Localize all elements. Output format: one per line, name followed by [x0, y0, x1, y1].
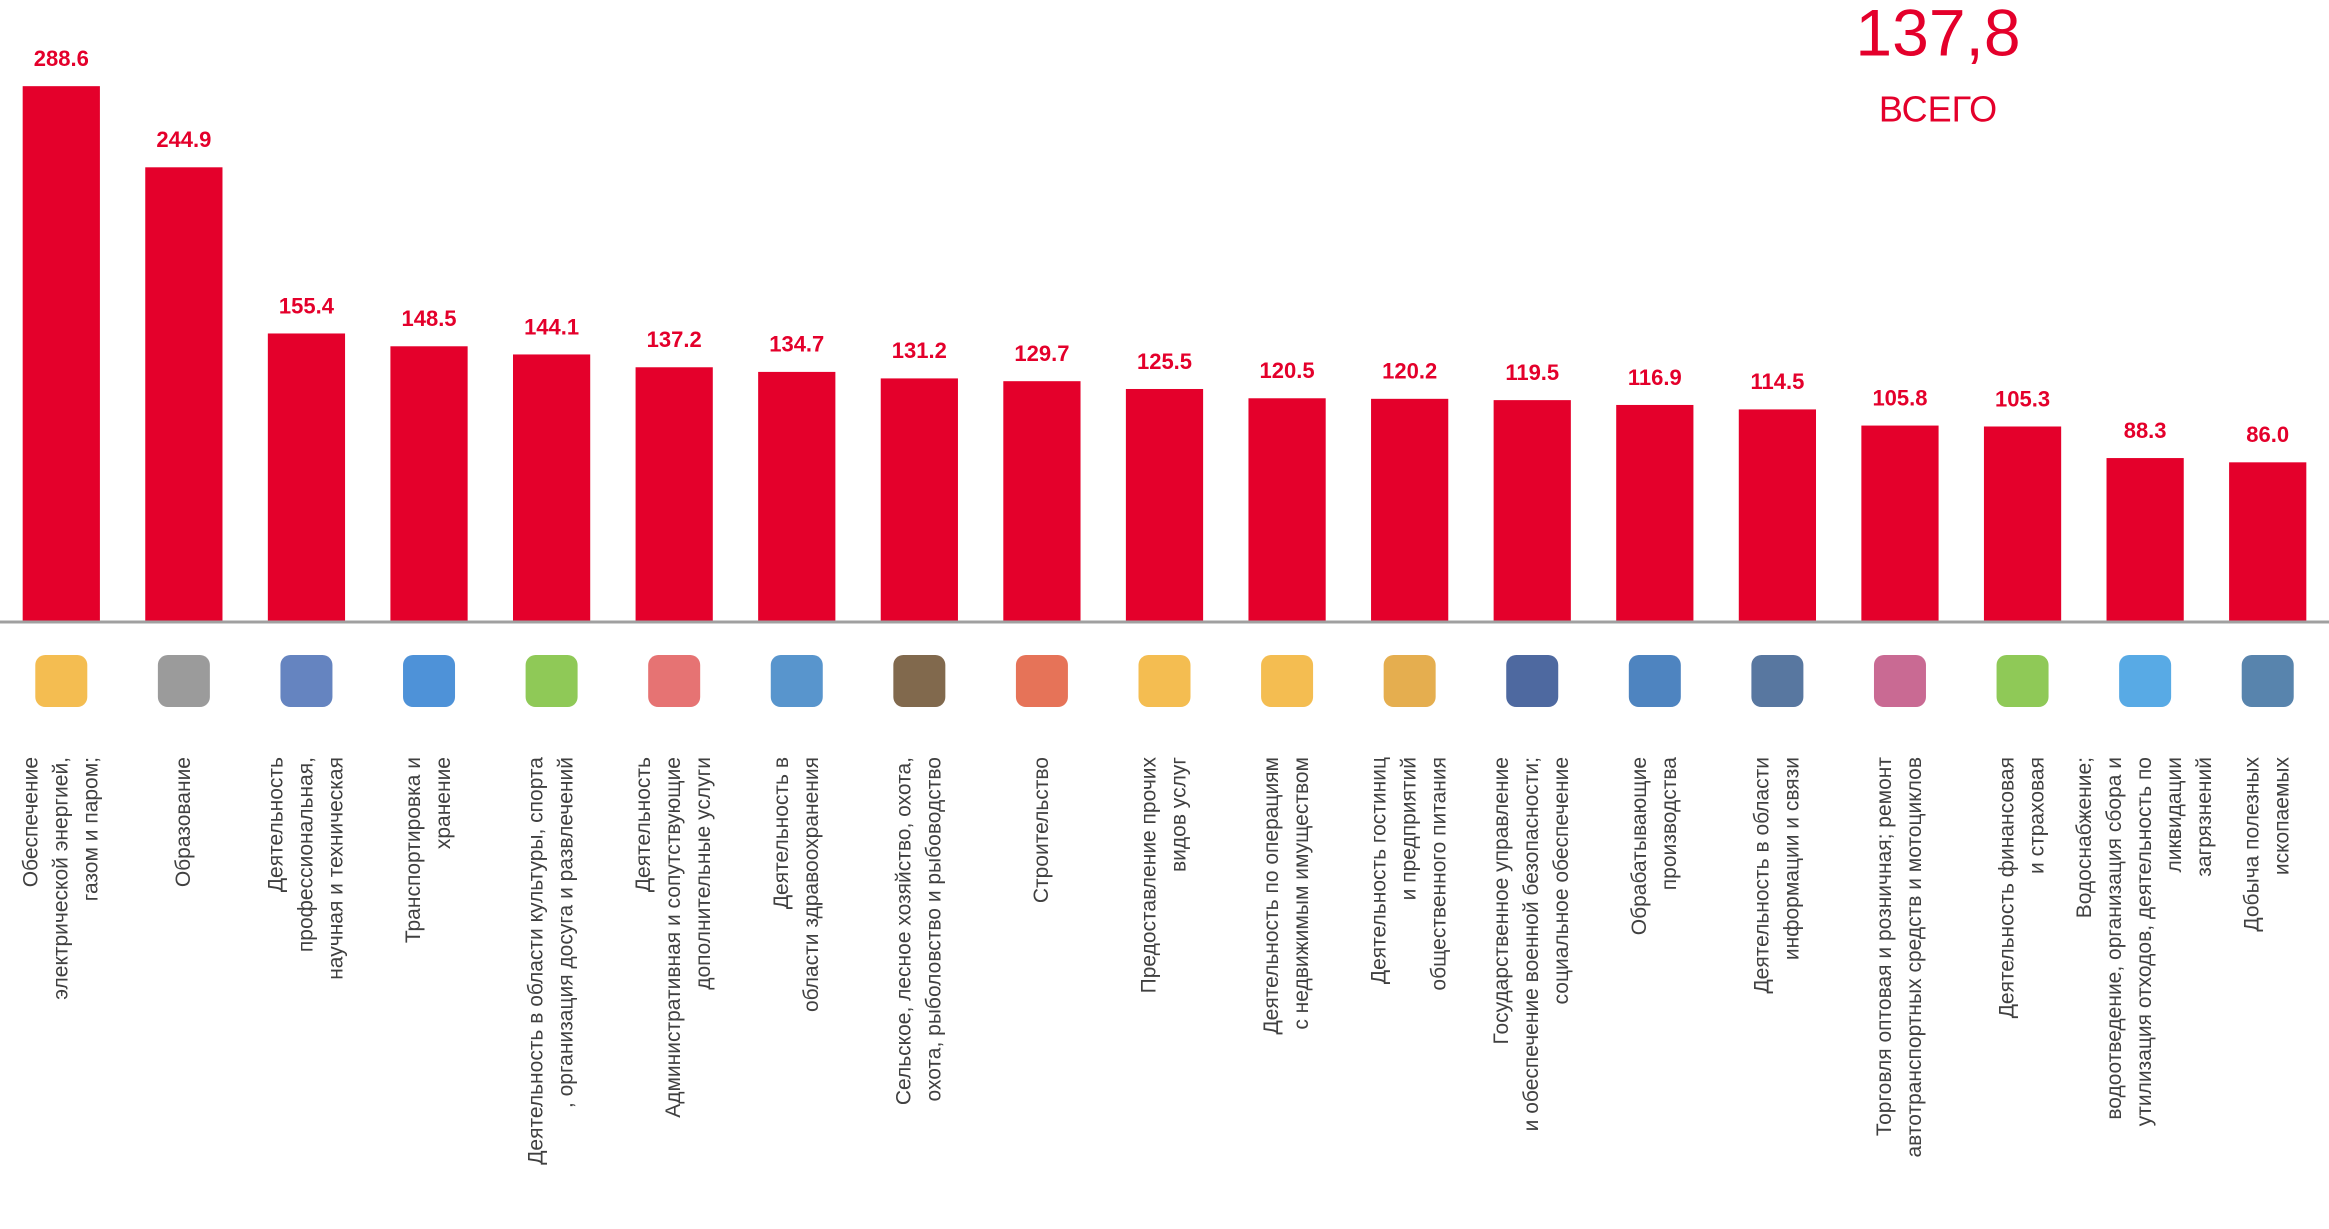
category-icon [1261, 655, 1313, 707]
bar [1126, 389, 1203, 622]
category-icon [771, 655, 823, 707]
bar [1739, 409, 1816, 622]
value-label: 148.5 [401, 306, 456, 331]
value-label: 155.4 [279, 293, 335, 318]
bar [1371, 399, 1448, 622]
x-tick-label: Строительство [1029, 757, 1052, 903]
bar [758, 372, 835, 622]
value-label: 125.5 [1137, 349, 1192, 374]
total-value: 137,8 [1855, 0, 2020, 69]
category-icon [2119, 655, 2171, 707]
bar [1984, 426, 2061, 622]
category-icon [1506, 655, 1558, 707]
category-icon [158, 655, 210, 707]
value-label: 129.7 [1014, 341, 1069, 366]
bar [1003, 381, 1080, 622]
value-label: 144.1 [524, 314, 579, 339]
value-label: 131.2 [892, 338, 947, 363]
category-icon [2242, 655, 2294, 707]
value-label: 137.2 [647, 327, 702, 352]
value-label: 105.3 [1995, 386, 2050, 411]
category-icon [1997, 655, 2049, 707]
category-icon [526, 655, 578, 707]
value-label: 120.5 [1260, 358, 1315, 383]
bar [145, 167, 222, 622]
category-icon [35, 655, 87, 707]
category-icon [280, 655, 332, 707]
x-tick-label: Водоснабжение;водоотведение, организация… [2073, 757, 2216, 1126]
value-label: 120.2 [1382, 359, 1437, 384]
bar [636, 367, 713, 622]
value-label: 88.3 [2124, 418, 2167, 443]
value-label: 114.5 [1750, 369, 1804, 394]
bar [1248, 398, 1325, 622]
value-label: 105.8 [1872, 385, 1927, 410]
category-icon [648, 655, 700, 707]
value-label: 116.9 [1628, 365, 1682, 390]
x-tick-label: Образование [171, 757, 194, 887]
bar [23, 86, 100, 622]
bar [1861, 426, 1938, 622]
x-tick-label: Сельское, лесное хозяйство, охота,охота,… [892, 757, 945, 1105]
bar [2107, 458, 2184, 622]
category-icon [1016, 655, 1068, 707]
bar [1494, 400, 1571, 622]
total-label: ВСЕГО [1879, 89, 1997, 130]
value-label: 288.6 [34, 46, 89, 71]
category-icon [1874, 655, 1926, 707]
category-icon [1629, 655, 1681, 707]
bar [268, 333, 345, 622]
x-tick-label: Деятельность в области культуры, спорта,… [524, 757, 577, 1165]
category-icon [893, 655, 945, 707]
bar [390, 346, 467, 622]
bar [1616, 405, 1693, 622]
bar [513, 354, 590, 622]
category-icon [403, 655, 455, 707]
chart: 137,8 ВСЕГО 288.6 Обеспечениеэлектрическо… [0, 0, 2329, 1229]
category-icon [1751, 655, 1803, 707]
bar [881, 378, 958, 622]
category-icon [1384, 655, 1436, 707]
value-label: 119.5 [1505, 360, 1559, 385]
category-icon [1139, 655, 1191, 707]
bar [2229, 462, 2306, 622]
value-label: 86.0 [2246, 422, 2289, 447]
value-label: 134.7 [769, 332, 824, 357]
value-label: 244.9 [156, 127, 211, 152]
